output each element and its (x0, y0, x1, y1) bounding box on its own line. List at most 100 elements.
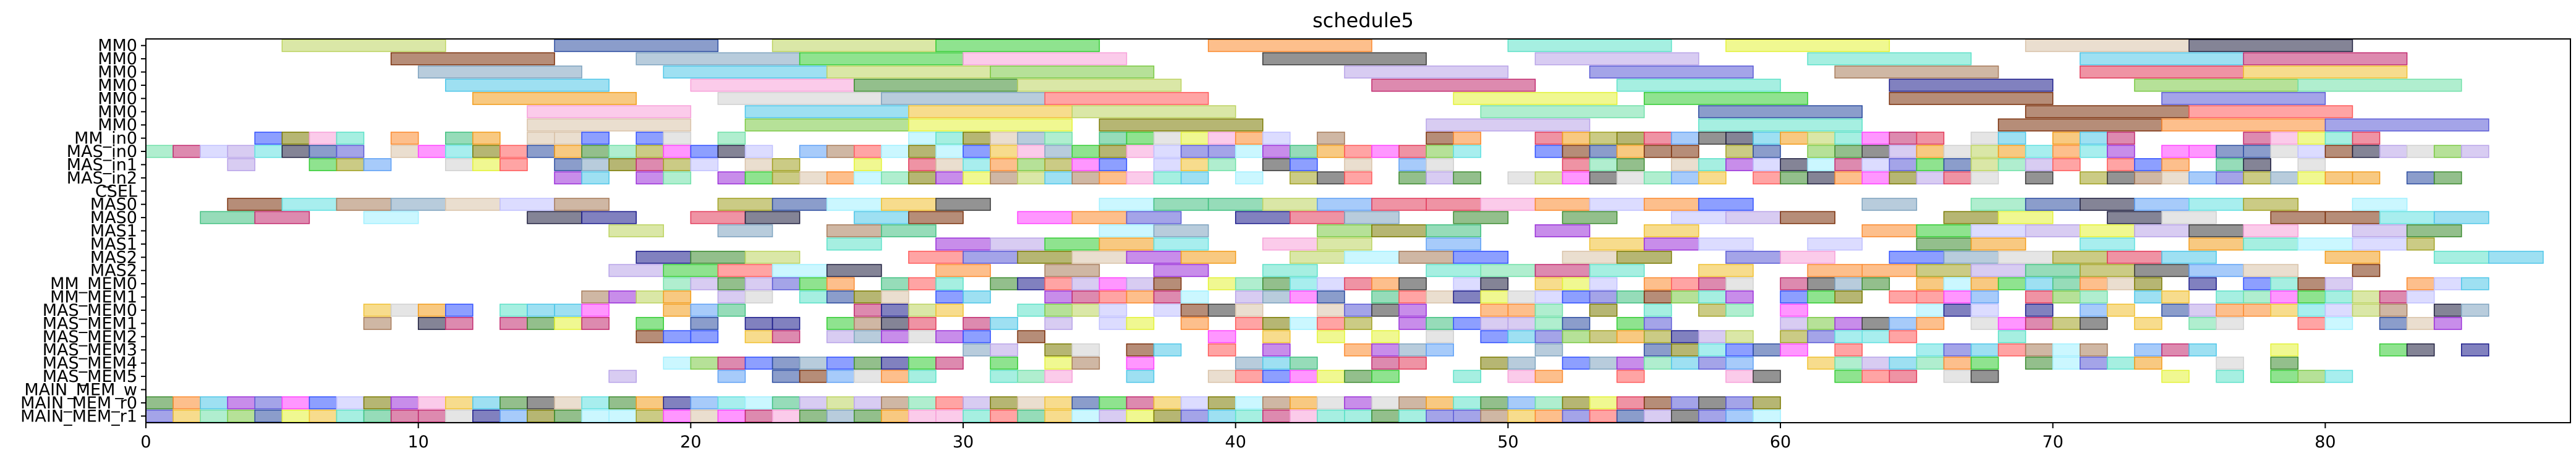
gantt-bar (1589, 171, 1618, 185)
gantt-bar (1180, 145, 1209, 158)
y-tick-label: MM0 (98, 49, 137, 69)
gantt-bar (581, 211, 637, 224)
gantt-bar (1916, 132, 1945, 145)
gantt-bar (1153, 198, 1209, 211)
gantt-bar (1398, 290, 1427, 304)
gantt-bar (1071, 277, 1100, 290)
gantt-bar (1126, 343, 1155, 357)
gantt-bar (1480, 303, 1509, 317)
gantt-bar (1099, 237, 1155, 251)
gantt-bar (1071, 211, 1128, 224)
gantt-bar (2107, 132, 2135, 145)
gantt-bar (1698, 396, 1727, 410)
gantt-bar (1044, 277, 1073, 290)
gantt-bar (2433, 303, 2462, 317)
gantt-bar (1044, 158, 1073, 171)
gantt-bar (1235, 303, 1264, 317)
gantt-bar (1643, 91, 1808, 105)
gantt-bar (854, 357, 882, 370)
gantt-bar (1371, 198, 1427, 211)
gantt-bar (1562, 145, 1591, 158)
gantt-bar (2324, 211, 2381, 224)
gantt-bar (1317, 370, 1345, 383)
gantt-bar (1453, 145, 1482, 158)
gantt-bar (1616, 171, 1645, 185)
gantt-bar (990, 370, 1018, 383)
gantt-bar (308, 409, 338, 423)
gantt-bar (1017, 409, 1045, 423)
gantt-bar (1207, 132, 1236, 145)
gantt-bar (1861, 277, 1890, 290)
gantt-bar (1643, 237, 1699, 251)
gantt-bar (908, 145, 937, 158)
gantt-bar (2134, 290, 2162, 304)
gantt-bar (527, 145, 555, 158)
gantt-bar (2433, 145, 2462, 158)
gantt-bar (1834, 316, 1863, 330)
gantt-bar (472, 158, 501, 171)
gantt-bar (1534, 264, 1591, 277)
y-axis: MM0MM0MM0MM0MM0MM0MM0MM_in0MAS_in0MAS_in… (20, 36, 146, 426)
gantt-bar (635, 158, 665, 171)
gantt-bar (363, 316, 392, 330)
gantt-bar (1371, 396, 1400, 410)
gantt-bar (690, 145, 719, 158)
gantt-bar (1753, 132, 1781, 145)
gantt-bar (717, 370, 746, 383)
x-tick-label: 10 (407, 433, 428, 452)
y-tick-label: MM0 (98, 63, 137, 82)
gantt-bar (1044, 409, 1073, 423)
gantt-bar (854, 290, 882, 304)
gantt-bar (2406, 145, 2435, 158)
gantt-bar (1725, 277, 1754, 290)
gantt-bar (499, 409, 528, 423)
gantt-bar (2216, 370, 2244, 383)
gantt-bar (527, 118, 692, 132)
gantt-bar (1616, 290, 1645, 304)
gantt-bar (1426, 158, 1454, 171)
gantt-bar (1344, 171, 1372, 185)
gantt-bar (881, 290, 909, 304)
gantt-bar (1426, 237, 1482, 251)
gantt-bar (990, 396, 1018, 410)
gantt-bar (1943, 250, 1999, 264)
gantt-bar (990, 409, 1018, 423)
gantt-bar (1834, 277, 1863, 290)
gantt-bar (2134, 264, 2190, 277)
gantt-bar (2297, 303, 2326, 317)
gantt-bar (2352, 264, 2381, 277)
gantt-bar (1970, 237, 2026, 251)
gantt-bar (1398, 357, 1427, 370)
gantt-bar (1861, 198, 1918, 211)
gantt-bar (1344, 211, 1400, 224)
gantt-bar (744, 357, 773, 370)
gantt-bar (1507, 290, 1536, 304)
gantt-bar (1371, 78, 1536, 92)
gantt-bar (1371, 224, 1427, 237)
gantt-bar (1780, 330, 1808, 344)
gantt-bar (1344, 396, 1372, 410)
gantt-bar (527, 105, 692, 119)
gantt-bar (2161, 250, 2217, 264)
gantt-bar (881, 409, 909, 423)
gantt-bar (2188, 277, 2217, 290)
gantt-bar (1889, 158, 1918, 171)
gantt-bar (444, 145, 474, 158)
gantt-bar (2025, 316, 2054, 330)
gantt-bar (472, 396, 501, 410)
gantt-bar (554, 132, 582, 145)
gantt-bar (1889, 357, 1918, 370)
gantt-bar (1371, 303, 1400, 317)
gantt-bar (2270, 370, 2299, 383)
gantt-bar (2243, 198, 2299, 211)
gantt-bar (772, 158, 801, 171)
gantt-bar (2243, 303, 2272, 317)
gantt-bar (2324, 316, 2353, 330)
gantt-bar (2406, 316, 2435, 330)
gantt-bar (227, 396, 256, 410)
gantt-bar (854, 78, 1018, 92)
gantt-bar (1317, 237, 1372, 251)
y-tick-label: MM_MEM0 (50, 274, 137, 294)
gantt-bar (1643, 409, 1672, 423)
y-tick-label: MAS_MEM0 (43, 301, 137, 320)
